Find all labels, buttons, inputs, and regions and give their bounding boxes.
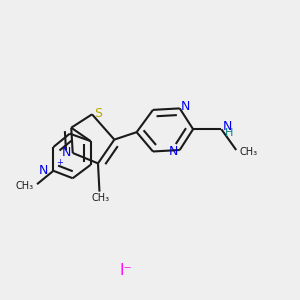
Text: N: N — [223, 120, 232, 133]
Text: S: S — [94, 107, 103, 120]
Text: N: N — [169, 145, 178, 158]
Text: N: N — [181, 100, 190, 113]
Text: I⁻: I⁻ — [120, 263, 133, 278]
Text: +: + — [56, 158, 63, 167]
Text: H: H — [225, 128, 233, 138]
Text: CH₃: CH₃ — [16, 181, 34, 191]
Text: N: N — [61, 146, 71, 160]
Text: N: N — [39, 164, 48, 177]
Text: CH₃: CH₃ — [92, 193, 110, 202]
Text: CH₃: CH₃ — [239, 147, 257, 158]
